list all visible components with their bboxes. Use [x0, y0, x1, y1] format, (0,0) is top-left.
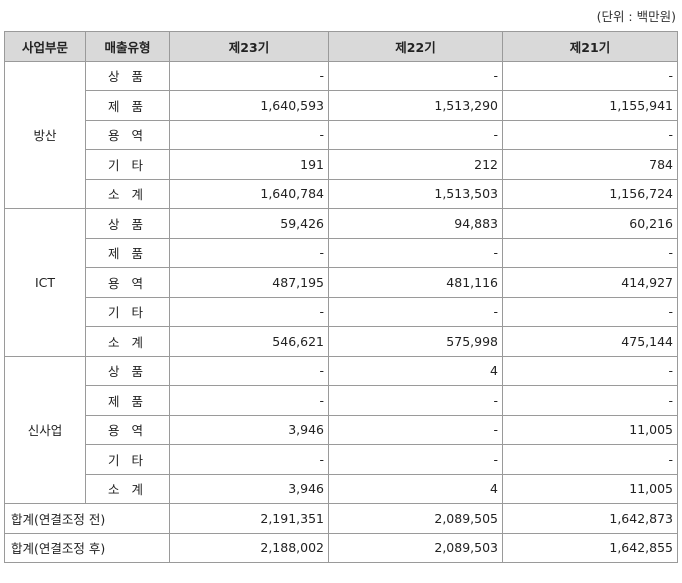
table-row: 기 타 191 212 784	[5, 149, 678, 180]
value-cell: -	[502, 385, 678, 416]
sales-type: 기 타	[85, 444, 170, 475]
value-cell: 60,216	[502, 208, 678, 239]
header-segment: 사업부문	[4, 31, 86, 62]
table-row: 기 타 - - -	[5, 296, 678, 327]
sales-type: 용 역	[85, 414, 170, 445]
value-cell: -	[502, 119, 678, 150]
total-row: 합계(연결조정 전) 2,191,351 2,089,505 1,642,873	[4, 503, 678, 534]
sales-type: 소 계	[85, 326, 170, 357]
value-cell: -	[169, 60, 329, 91]
sales-table: 사업부문 매출유형 제23기 제22기 제21기 방산 상 품 - - - 제 …	[4, 31, 678, 563]
value-cell: -	[169, 237, 329, 268]
value-cell: 546,621	[169, 326, 329, 357]
sales-type: 제 품	[85, 237, 170, 268]
table-row: 용 역 487,195 481,116 414,927	[5, 267, 678, 298]
value-cell: 3,946	[169, 473, 329, 504]
sales-type: 기 타	[85, 149, 170, 180]
value-cell: 2,191,351	[169, 503, 329, 534]
value-cell: 4	[328, 473, 503, 504]
value-cell: 414,927	[502, 267, 678, 298]
value-cell: 1,642,873	[502, 503, 678, 534]
value-cell: 1,640,784	[169, 178, 329, 209]
sales-type: 상 품	[85, 355, 170, 386]
value-cell: 1,640,593	[169, 90, 329, 121]
table-row: 제 품 - - -	[5, 237, 678, 268]
sales-type: 소 계	[85, 473, 170, 504]
table-row: 방산 상 품 - - -	[4, 60, 678, 209]
header-period-23: 제23기	[169, 31, 329, 62]
value-cell: 487,195	[169, 267, 329, 298]
value-cell: -	[328, 60, 503, 91]
table-row: 제 품 - - -	[5, 385, 678, 416]
total-label: 합계(연결조정 후)	[4, 532, 170, 563]
value-cell: -	[169, 385, 329, 416]
segment-name: ICT	[4, 208, 86, 357]
total-row: 합계(연결조정 후) 2,188,002 2,089,503 1,642,855	[4, 532, 678, 563]
value-cell: -	[328, 385, 503, 416]
value-cell: 11,005	[502, 473, 678, 504]
value-cell: 1,155,941	[502, 90, 678, 121]
value-cell: -	[328, 444, 503, 475]
value-cell: 191	[169, 149, 329, 180]
value-cell: 784	[502, 149, 678, 180]
sales-type: 상 품	[85, 60, 170, 91]
header-period-21: 제21기	[502, 31, 678, 62]
value-cell: 2,089,505	[328, 503, 503, 534]
value-cell: -	[502, 237, 678, 268]
table-row: ICT 상 품 59,426 94,883 60,216	[4, 208, 678, 357]
total-label: 합계(연결조정 전)	[4, 503, 170, 534]
value-cell: 2,089,503	[328, 532, 503, 563]
table-row: 소 계 3,946 4 11,005	[5, 473, 678, 504]
segment-name: 방산	[4, 60, 86, 209]
value-cell: 1,513,503	[328, 178, 503, 209]
value-cell: 1,156,724	[502, 178, 678, 209]
value-cell: 1,513,290	[328, 90, 503, 121]
header-sales-type: 매출유형	[85, 31, 170, 62]
sales-type: 용 역	[85, 119, 170, 150]
value-cell: -	[328, 237, 503, 268]
value-cell: -	[169, 296, 329, 327]
value-cell: -	[502, 444, 678, 475]
value-cell: 575,998	[328, 326, 503, 357]
value-cell: -	[328, 414, 503, 445]
sales-type: 제 품	[85, 90, 170, 121]
value-cell: -	[502, 60, 678, 91]
value-cell: 3,946	[169, 414, 329, 445]
table-row: 용 역 3,946 - 11,005	[5, 414, 678, 445]
sales-type: 기 타	[85, 296, 170, 327]
table-row: 기 타 - - -	[5, 444, 678, 475]
table-row: 제 품 1,640,593 1,513,290 1,155,941	[5, 90, 678, 121]
table-row: 신사업 상 품 - 4 -	[4, 355, 678, 504]
value-cell: 59,426	[169, 208, 329, 239]
value-cell: 11,005	[502, 414, 678, 445]
header-period-22: 제22기	[328, 31, 503, 62]
value-cell: 94,883	[328, 208, 503, 239]
table-row: 용 역 - - -	[5, 119, 678, 150]
value-cell: 475,144	[502, 326, 678, 357]
value-cell: 2,188,002	[169, 532, 329, 563]
sales-type: 제 품	[85, 385, 170, 416]
table-row: 소 계 546,621 575,998 475,144	[5, 326, 678, 357]
value-cell: -	[169, 355, 329, 386]
value-cell: -	[328, 296, 503, 327]
table-row: 소 계 1,640,784 1,513,503 1,156,724	[5, 178, 678, 209]
value-cell: -	[169, 444, 329, 475]
sales-type: 소 계	[85, 178, 170, 209]
value-cell: 481,116	[328, 267, 503, 298]
value-cell: 212	[328, 149, 503, 180]
unit-label: (단위 : 백만원)	[596, 9, 676, 24]
header-row: 사업부문 매출유형 제23기 제22기 제21기	[4, 31, 678, 62]
value-cell: -	[169, 119, 329, 150]
sales-type: 상 품	[85, 208, 170, 239]
value-cell: 4	[328, 355, 503, 386]
value-cell: -	[502, 355, 678, 386]
segment-name: 신사업	[4, 355, 86, 504]
value-cell: -	[328, 119, 503, 150]
value-cell: 1,642,855	[502, 532, 678, 563]
sales-type: 용 역	[85, 267, 170, 298]
value-cell: -	[502, 296, 678, 327]
